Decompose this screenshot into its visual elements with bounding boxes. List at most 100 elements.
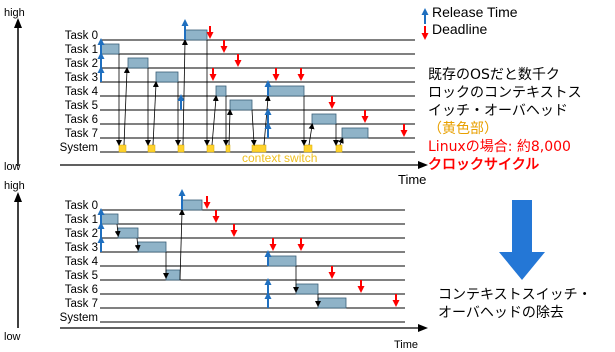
bottom-exec-bar [100, 213, 119, 225]
bottom-task-label-4: Task 4 [65, 256, 99, 268]
bottom-switch-arrow [178, 209, 185, 281]
bottom-switch-arrow [134, 237, 141, 251]
top-switch-arrow [152, 81, 159, 146]
top-release-arrow [264, 122, 272, 138]
bottom-exec-bar [137, 241, 167, 253]
top-context-switch [225, 144, 231, 153]
top-context-switch [303, 144, 313, 153]
bottom-exec-bar [317, 297, 347, 309]
result-line: コンテキストスイッチ・ [438, 287, 592, 303]
top-deadline-arrow [297, 68, 305, 81]
top-task-label-1: Task 1 [65, 44, 98, 56]
legend-release-label: Release Time [432, 4, 518, 20]
top-context-switch [118, 144, 127, 153]
bottom-release-arrow [97, 236, 105, 252]
top-exec-bar [229, 99, 253, 111]
top-high-label: high [4, 7, 25, 19]
bottom-deadline-arrow [203, 196, 211, 209]
bottom-task-label-system: System [60, 312, 98, 324]
top-deadline-arrow [220, 40, 228, 53]
top-exec-bar [215, 85, 227, 97]
legend-deadline-icon [421, 26, 429, 40]
top-task-label-2: Task 2 [65, 58, 98, 70]
bottom-task-label-1: Task 1 [65, 214, 98, 226]
top-deadline-arrow [209, 68, 217, 81]
bottom-exec-bar [267, 255, 297, 267]
top-switch-arrow [308, 123, 315, 146]
big-down-arrow [499, 200, 545, 280]
bottom-deadline-arrow [328, 266, 336, 279]
bottom-release-arrow [178, 189, 186, 210]
top-deadline-arrow [206, 26, 214, 39]
top-time-label: Time [398, 172, 426, 187]
bottom-release-arrow [264, 292, 272, 308]
top-switch-arrow [181, 39, 188, 146]
top-deadline-arrow [272, 68, 280, 81]
bottom-task-label-7: Task 7 [65, 298, 98, 310]
bottom-task-label-2: Task 2 [65, 228, 98, 240]
top-switch-arrow [338, 137, 344, 146]
top-switch-arrow [123, 67, 130, 146]
top-exec-bar [127, 57, 149, 69]
bottom-task-label-6: Task 6 [65, 284, 98, 296]
top-time-arrowhead [418, 161, 428, 169]
top-context-switch [147, 144, 156, 153]
top-low-label: low [4, 161, 21, 173]
explanation-line: イッチ・オーバヘッド [428, 103, 568, 119]
bottom-release-arrow [264, 250, 272, 266]
bottom-deadline-arrow [392, 294, 400, 307]
top-context-switch [177, 144, 185, 153]
top-exec-bar [311, 113, 337, 125]
top-task-label-3: Task 3 [65, 72, 98, 84]
top-exec-bar [155, 71, 179, 83]
bottom-priority-arrowhead [14, 192, 22, 202]
explanation-line: 既存のOSだと数千ク [428, 67, 560, 83]
top-switch-arrow [211, 95, 219, 146]
bottom-task-label-5: Task 5 [65, 270, 98, 282]
top-task-label-system: System [60, 142, 98, 154]
bottom-task-label-0: Task 0 [65, 200, 98, 212]
top-task-label-4: Task 4 [65, 86, 99, 98]
bottom-diagram: high low Time Task 0 Task 1 Task 2 Task … [4, 180, 428, 351]
bottom-high-label: high [4, 180, 25, 192]
top-context-switch [335, 144, 343, 153]
top-priority-arrowhead [14, 18, 22, 28]
top-switch-arrow [250, 109, 257, 146]
top-exec-bar [184, 29, 208, 41]
top-release-arrow [177, 94, 185, 110]
top-exec-bar [341, 127, 369, 139]
top-context-switch [251, 144, 267, 153]
top-deadline-arrow [361, 110, 369, 123]
legend-release-icon [421, 8, 429, 24]
top-release-arrow [181, 19, 189, 40]
explanation-line: ロックのコンテキストス [428, 85, 582, 101]
overhead-explanation: 既存のOSだと数千ク ロックのコンテキストス イッチ・オーバヘッド （黄色部） … [428, 66, 613, 174]
top-context-switch-label: context switch [242, 151, 317, 165]
top-switch-arrow [263, 95, 271, 146]
top-exec-bar [267, 85, 305, 97]
top-exec-bar [100, 43, 120, 55]
bottom-switch-arrow [114, 223, 121, 237]
legend: Release Time Deadline [432, 4, 518, 38]
legend-deadline-label: Deadline [432, 21, 488, 37]
bottom-exec-bar [295, 283, 319, 295]
top-switch-arrow [226, 109, 233, 146]
top-diagram: high low Time Task 0 Task 1 Task 2 Task … [4, 7, 428, 187]
explanation-linux-cycles: クロックサイクル [428, 157, 540, 173]
result-explanation: コンテキストスイッチ・ オーバヘッドの除去 [438, 286, 613, 322]
bottom-deadline-arrow [269, 238, 277, 251]
bottom-time-label: Time [394, 339, 418, 351]
explanation-linux-note: Linuxの場合: 約8,000 [428, 139, 571, 155]
result-line: オーバヘッドの除去 [438, 305, 564, 321]
top-deadline-arrow [400, 124, 408, 137]
bottom-deadline-arrow [230, 224, 238, 237]
bottom-deadline-arrow [212, 210, 220, 223]
bottom-deadline-arrow [357, 280, 365, 293]
top-task-label-0: Task 0 [65, 30, 98, 42]
top-deadline-arrow [328, 96, 336, 109]
top-deadline-arrow [234, 54, 242, 67]
bottom-time-arrowhead [418, 324, 428, 332]
bottom-task-label-3: Task 3 [65, 242, 98, 254]
top-task-label-6: Task 6 [65, 114, 98, 126]
